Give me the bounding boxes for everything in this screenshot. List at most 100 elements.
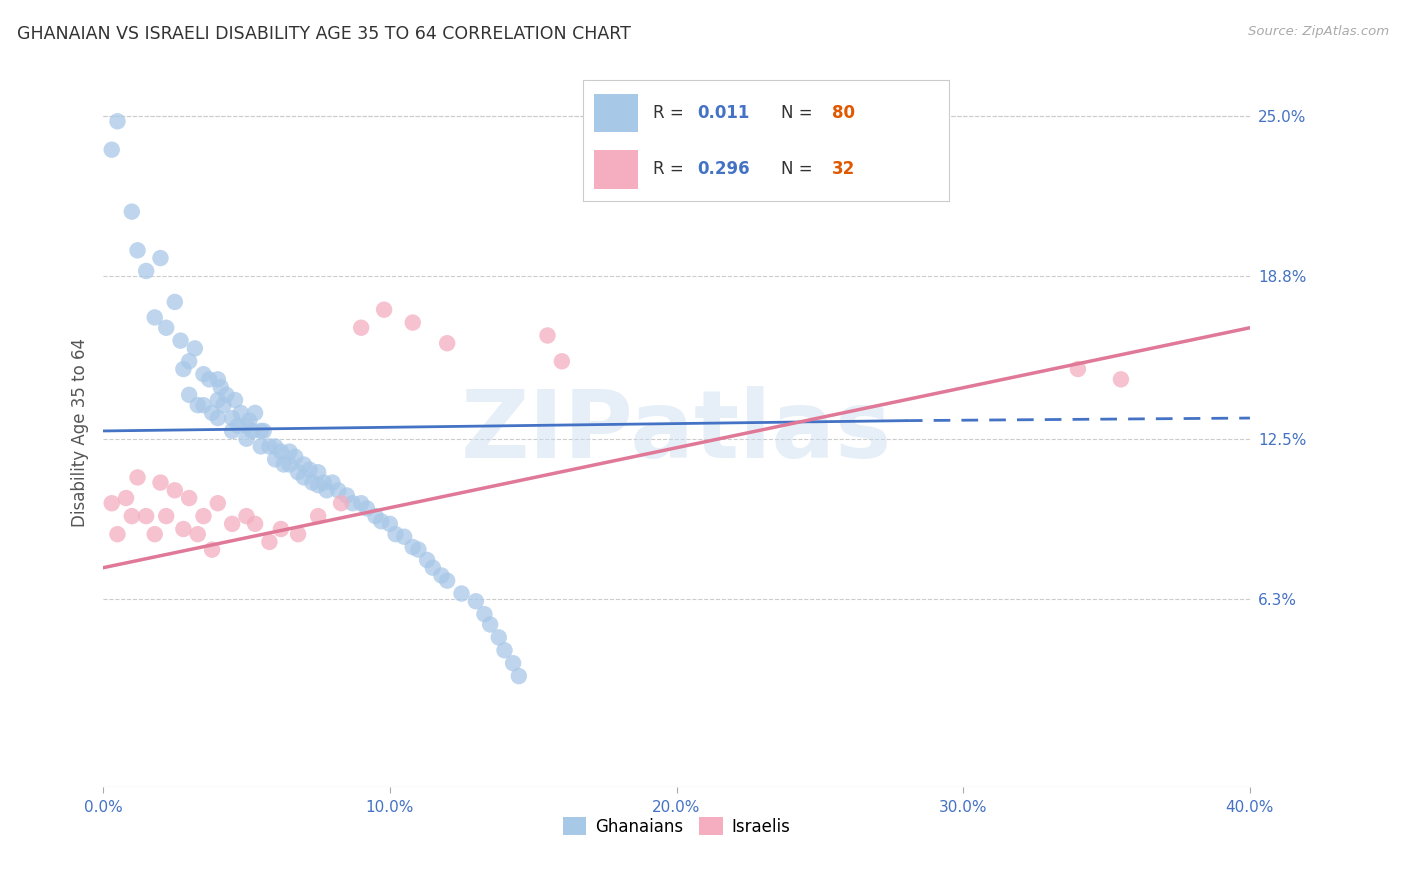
Point (402, 540, 425, 554)
Point (172, 362, 194, 376)
Point (127, 244, 149, 258)
Point (115, 491, 138, 505)
Point (193, 398, 215, 412)
Point (330, 496, 353, 510)
Point (240, 424, 263, 438)
Point (155, 509, 177, 524)
Point (1109, 372, 1132, 386)
Point (198, 372, 221, 386)
Point (207, 411, 229, 425)
Point (373, 302, 395, 317)
Point (416, 553, 439, 567)
Point (163, 483, 186, 498)
Point (212, 398, 235, 412)
Point (408, 542, 430, 557)
Text: GHANAIAN VS ISRAELI DISABILITY AGE 35 TO 64 CORRELATION CHART: GHANAIAN VS ISRAELI DISABILITY AGE 35 TO… (17, 25, 631, 43)
Point (350, 496, 373, 510)
Text: N =: N = (780, 161, 818, 178)
Point (264, 452, 287, 467)
Point (284, 450, 307, 464)
Point (221, 516, 243, 531)
Point (121, 204, 143, 219)
Point (1067, 362, 1090, 376)
Point (436, 336, 458, 351)
Point (221, 424, 243, 438)
Point (149, 475, 172, 490)
Point (508, 669, 530, 683)
Point (187, 527, 209, 541)
Point (143, 310, 166, 325)
Point (100, 496, 122, 510)
FancyBboxPatch shape (595, 150, 638, 188)
Point (287, 527, 309, 541)
Point (179, 388, 201, 402)
Point (207, 496, 229, 510)
Point (450, 586, 472, 600)
Point (259, 535, 281, 549)
Point (107, 527, 129, 541)
Text: R =: R = (652, 161, 689, 178)
FancyBboxPatch shape (595, 94, 638, 132)
Point (292, 470, 315, 484)
Point (536, 328, 558, 343)
Point (488, 631, 510, 645)
Point (301, 475, 323, 490)
Point (143, 527, 166, 541)
Point (551, 354, 574, 368)
Point (307, 478, 329, 492)
Point (253, 424, 276, 438)
Text: 0.011: 0.011 (697, 103, 749, 122)
Point (422, 560, 444, 574)
Point (436, 574, 458, 588)
Point (193, 367, 215, 381)
Point (273, 458, 295, 472)
Point (278, 458, 301, 472)
Point (229, 406, 252, 420)
Point (135, 509, 157, 524)
Point (350, 320, 373, 334)
Text: ZIPatlas: ZIPatlas (461, 386, 893, 478)
Point (278, 444, 301, 458)
Point (169, 334, 191, 348)
Point (235, 432, 257, 446)
Point (287, 465, 309, 479)
Point (270, 522, 292, 536)
Text: R =: R = (652, 103, 689, 122)
Point (336, 488, 359, 502)
Point (270, 444, 292, 458)
Point (328, 483, 350, 498)
Point (235, 509, 257, 524)
Point (193, 509, 215, 524)
Point (107, 114, 129, 128)
Point (292, 458, 315, 472)
Point (259, 439, 281, 453)
Point (384, 527, 406, 541)
Point (149, 251, 172, 265)
Point (250, 439, 273, 453)
Point (312, 475, 335, 490)
Point (172, 522, 194, 536)
Point (307, 509, 329, 524)
Point (464, 594, 486, 608)
Point (184, 342, 207, 356)
Point (121, 509, 143, 524)
Text: Source: ZipAtlas.com: Source: ZipAtlas.com (1249, 25, 1389, 38)
Point (315, 483, 337, 498)
Point (207, 372, 229, 386)
Point (243, 406, 266, 420)
Point (179, 491, 201, 505)
Point (430, 568, 453, 582)
Y-axis label: Disability Age 35 to 64: Disability Age 35 to 64 (72, 338, 89, 527)
Text: 80: 80 (832, 103, 855, 122)
Point (479, 617, 502, 632)
Legend: Ghanaians, Israelis: Ghanaians, Israelis (557, 811, 797, 843)
Point (364, 509, 387, 524)
Point (250, 424, 273, 438)
Point (474, 607, 496, 622)
Point (209, 380, 232, 394)
Point (238, 414, 260, 428)
Point (392, 530, 415, 544)
Text: 0.296: 0.296 (697, 161, 749, 178)
Point (187, 398, 209, 412)
Text: 32: 32 (832, 161, 855, 178)
